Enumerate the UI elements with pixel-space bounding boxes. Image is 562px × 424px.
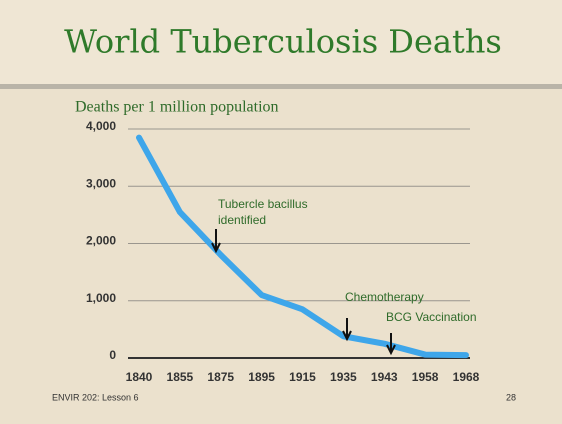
x-tick-label: 1968	[453, 370, 480, 384]
plot: 0 1,000 2,000 3,000 4,000 1840 1855 1875 1895 191…	[86, 119, 480, 384]
x-tick-label: 1958	[412, 370, 439, 384]
annotation: BCG Vaccination	[386, 310, 477, 324]
x-tick-label: 1943	[371, 370, 398, 384]
annotation: Tubercle bacillus	[218, 197, 308, 211]
title-band	[0, 0, 562, 84]
x-tick-label: 1840	[126, 370, 153, 384]
annotation: Chemotherapy	[345, 290, 424, 304]
footer-right: 28	[506, 392, 516, 402]
x-tick-label: 1915	[289, 370, 316, 384]
separator	[0, 84, 562, 89]
y-tick-label: 3,000	[86, 176, 116, 190]
x-tick-label: 1855	[167, 370, 194, 384]
x-tick-label: 1895	[248, 370, 275, 384]
arrow	[342, 318, 352, 342]
y-tick-label: 1,000	[86, 291, 116, 305]
x-tick-label: 1875	[207, 370, 234, 384]
data-line	[136, 134, 469, 359]
slide-title: World Tuberculosis Deaths	[64, 23, 502, 61]
x-tick-label: 1935	[330, 370, 357, 384]
footer-left: ENVIR 202: Lesson 6	[52, 392, 139, 402]
y-axis-label: Deaths per 1 million population	[75, 99, 279, 116]
arrow	[211, 229, 221, 254]
y-tick-label: 4,000	[86, 119, 116, 133]
y-tick-label: 0	[109, 348, 116, 362]
y-tick-label: 2,000	[86, 234, 116, 248]
annotation: identified	[218, 213, 266, 227]
arrow	[386, 333, 396, 356]
